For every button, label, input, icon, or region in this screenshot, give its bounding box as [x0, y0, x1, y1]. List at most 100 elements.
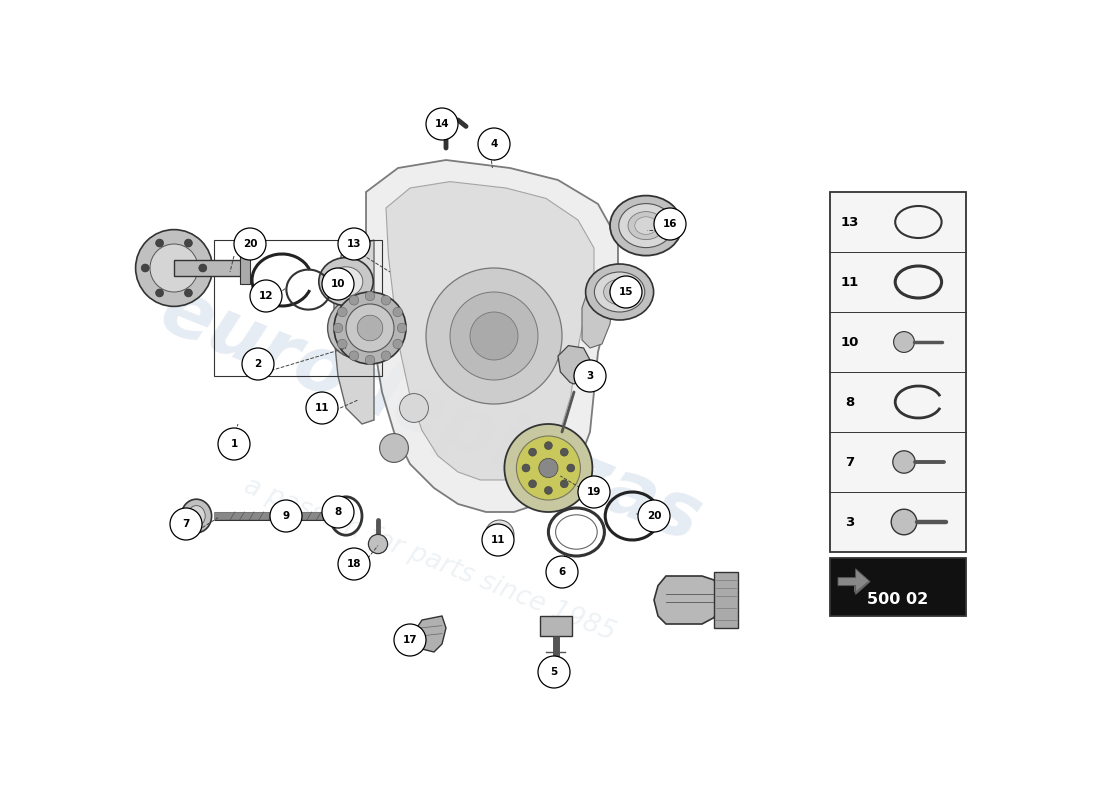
Bar: [540, 616, 572, 636]
Ellipse shape: [585, 264, 653, 320]
Text: 17: 17: [403, 635, 417, 645]
Circle shape: [185, 239, 192, 247]
Polygon shape: [386, 182, 594, 480]
Circle shape: [610, 276, 642, 308]
Text: 7: 7: [183, 519, 189, 529]
Circle shape: [578, 476, 610, 508]
Circle shape: [150, 244, 198, 292]
Circle shape: [538, 656, 570, 688]
Text: 20: 20: [243, 239, 257, 249]
Circle shape: [338, 548, 370, 580]
Text: 14: 14: [434, 119, 449, 129]
Circle shape: [338, 307, 348, 317]
Circle shape: [322, 496, 354, 528]
Circle shape: [893, 450, 915, 473]
Circle shape: [306, 392, 338, 424]
Text: 10: 10: [331, 279, 345, 289]
Circle shape: [544, 486, 552, 494]
Bar: [714, 572, 738, 628]
Circle shape: [399, 394, 428, 422]
Polygon shape: [838, 582, 870, 594]
Ellipse shape: [604, 279, 636, 305]
Ellipse shape: [609, 284, 629, 300]
Text: 11: 11: [491, 535, 505, 545]
Circle shape: [328, 298, 388, 358]
Text: 7: 7: [846, 455, 855, 469]
Circle shape: [141, 264, 150, 272]
Circle shape: [379, 434, 408, 462]
Ellipse shape: [594, 272, 645, 312]
Polygon shape: [582, 276, 614, 348]
Circle shape: [333, 323, 343, 333]
Text: 11: 11: [840, 275, 859, 289]
Text: 8: 8: [334, 507, 342, 517]
Circle shape: [891, 509, 916, 534]
Circle shape: [199, 264, 207, 272]
Ellipse shape: [619, 204, 673, 248]
Bar: [241, 254, 250, 284]
Ellipse shape: [628, 212, 664, 240]
Text: 8: 8: [846, 395, 855, 409]
Bar: [214, 240, 382, 376]
Text: 4: 4: [491, 139, 497, 149]
Circle shape: [654, 208, 686, 240]
Circle shape: [560, 480, 569, 488]
Text: a passion for parts since 1985: a passion for parts since 1985: [241, 474, 619, 646]
Text: 2: 2: [254, 359, 262, 369]
Circle shape: [358, 315, 383, 341]
Circle shape: [485, 520, 514, 549]
Ellipse shape: [319, 258, 373, 306]
Circle shape: [638, 500, 670, 532]
Polygon shape: [414, 616, 446, 652]
Text: 20: 20: [647, 511, 661, 521]
Circle shape: [349, 295, 359, 305]
Text: 9: 9: [283, 511, 289, 521]
Circle shape: [393, 339, 403, 349]
Circle shape: [365, 355, 375, 365]
Circle shape: [393, 307, 403, 317]
Circle shape: [365, 291, 375, 301]
Circle shape: [218, 428, 250, 460]
Ellipse shape: [182, 499, 211, 533]
Circle shape: [135, 230, 212, 306]
Circle shape: [334, 292, 406, 364]
Text: 19: 19: [586, 487, 602, 497]
Circle shape: [529, 480, 537, 488]
Text: 5: 5: [550, 667, 558, 677]
Circle shape: [522, 464, 530, 472]
Ellipse shape: [635, 217, 657, 234]
Circle shape: [339, 309, 377, 347]
Circle shape: [426, 268, 562, 404]
Text: 12: 12: [258, 291, 273, 301]
Circle shape: [394, 624, 426, 656]
Ellipse shape: [329, 267, 363, 297]
Text: 18: 18: [346, 559, 361, 569]
Bar: [830, 558, 966, 616]
Circle shape: [516, 436, 581, 500]
Circle shape: [478, 128, 510, 160]
Bar: [830, 192, 966, 552]
Circle shape: [346, 304, 394, 352]
Text: 3: 3: [586, 371, 594, 381]
Circle shape: [170, 508, 202, 540]
Circle shape: [560, 448, 569, 456]
Circle shape: [242, 348, 274, 380]
Circle shape: [250, 280, 282, 312]
Text: 10: 10: [840, 335, 859, 349]
Circle shape: [349, 351, 359, 361]
Circle shape: [368, 534, 387, 554]
Circle shape: [505, 424, 593, 512]
Circle shape: [566, 464, 575, 472]
Polygon shape: [654, 576, 718, 624]
Ellipse shape: [188, 506, 206, 526]
Circle shape: [426, 108, 458, 140]
Circle shape: [397, 323, 407, 333]
Circle shape: [544, 442, 552, 450]
Text: 13: 13: [346, 239, 361, 249]
Circle shape: [893, 331, 914, 352]
Text: eurodepiezas: eurodepiezas: [148, 274, 712, 558]
Circle shape: [322, 268, 354, 300]
Text: 16: 16: [662, 219, 678, 229]
Circle shape: [234, 228, 266, 260]
Polygon shape: [838, 569, 870, 594]
